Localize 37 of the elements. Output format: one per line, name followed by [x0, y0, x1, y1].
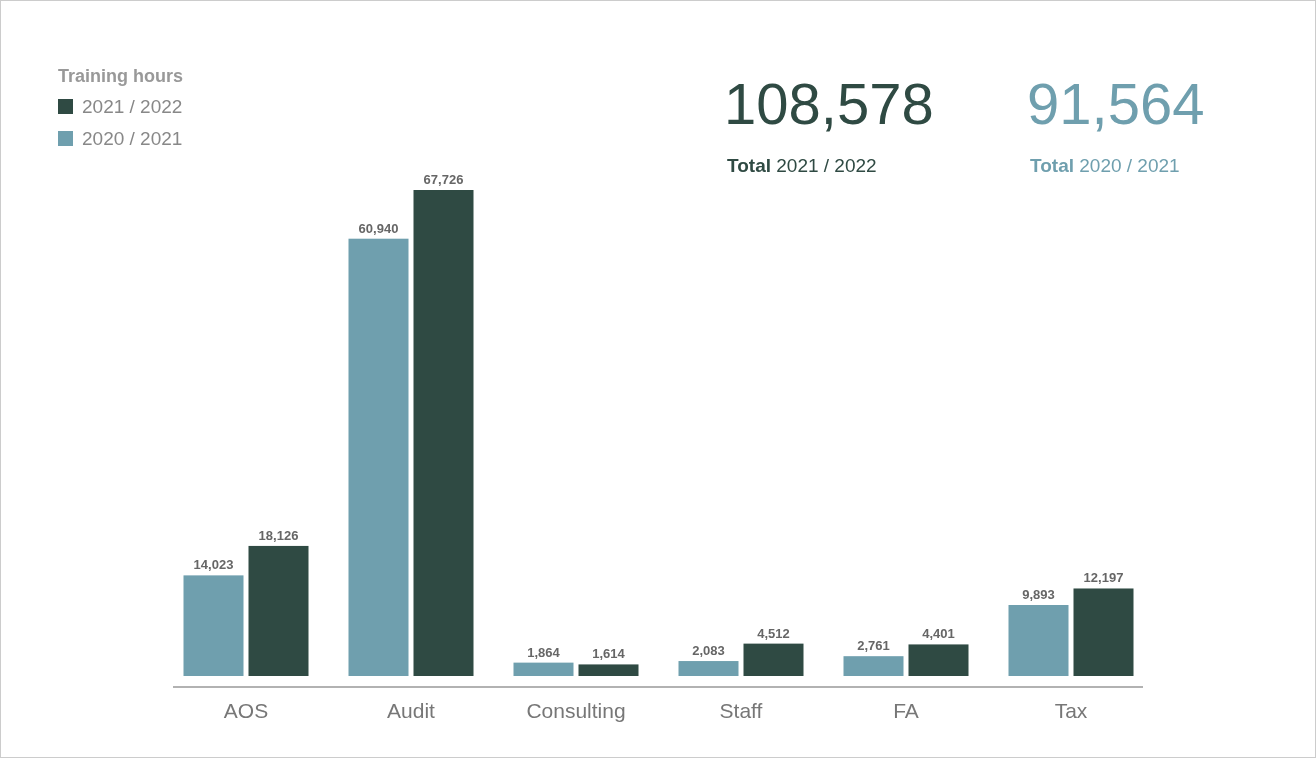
data-label: 12,197	[1083, 570, 1124, 586]
x-tick-label: FA	[893, 699, 919, 722]
x-tick-label: Staff	[719, 699, 763, 722]
data-label: 2,761	[857, 638, 890, 654]
legend-title: Training hours	[58, 66, 184, 86]
x-tick-label: AOS	[223, 699, 269, 722]
bar	[843, 656, 904, 676]
bar	[678, 661, 739, 676]
data-label: 1,864	[527, 644, 561, 660]
data-label: 2,083	[692, 643, 725, 659]
bar	[1073, 588, 1134, 676]
x-tick-label: Consulting	[526, 699, 626, 722]
data-label: 4,401	[922, 626, 955, 642]
bar	[743, 643, 804, 676]
data-label: 18,126	[258, 527, 299, 543]
data-label: 67,726	[423, 172, 464, 187]
x-tick-label: Audit	[387, 699, 436, 722]
x-tick-label: Tax	[1054, 699, 1088, 722]
bar	[348, 238, 409, 676]
bar	[248, 545, 309, 676]
legend-label: 2020 / 2021	[82, 128, 183, 149]
text: Total 2020 / 2021	[1030, 155, 1180, 176]
data-label: 9,893	[1022, 587, 1055, 603]
text: 108,578	[724, 71, 934, 136]
data-label: 4,512	[757, 625, 790, 641]
bar	[908, 644, 969, 676]
bar	[513, 662, 574, 676]
data-label: 14,023	[193, 557, 234, 573]
text: 91,564	[1027, 71, 1205, 136]
bar	[413, 190, 474, 676]
bar	[578, 664, 639, 676]
data-label: 60,940	[358, 220, 399, 236]
legend-label: 2021 / 2022	[82, 96, 183, 117]
bar	[1008, 605, 1069, 676]
data-label: 1,614	[592, 646, 626, 662]
text: Total 2021 / 2022	[727, 155, 877, 176]
bar	[183, 575, 244, 676]
